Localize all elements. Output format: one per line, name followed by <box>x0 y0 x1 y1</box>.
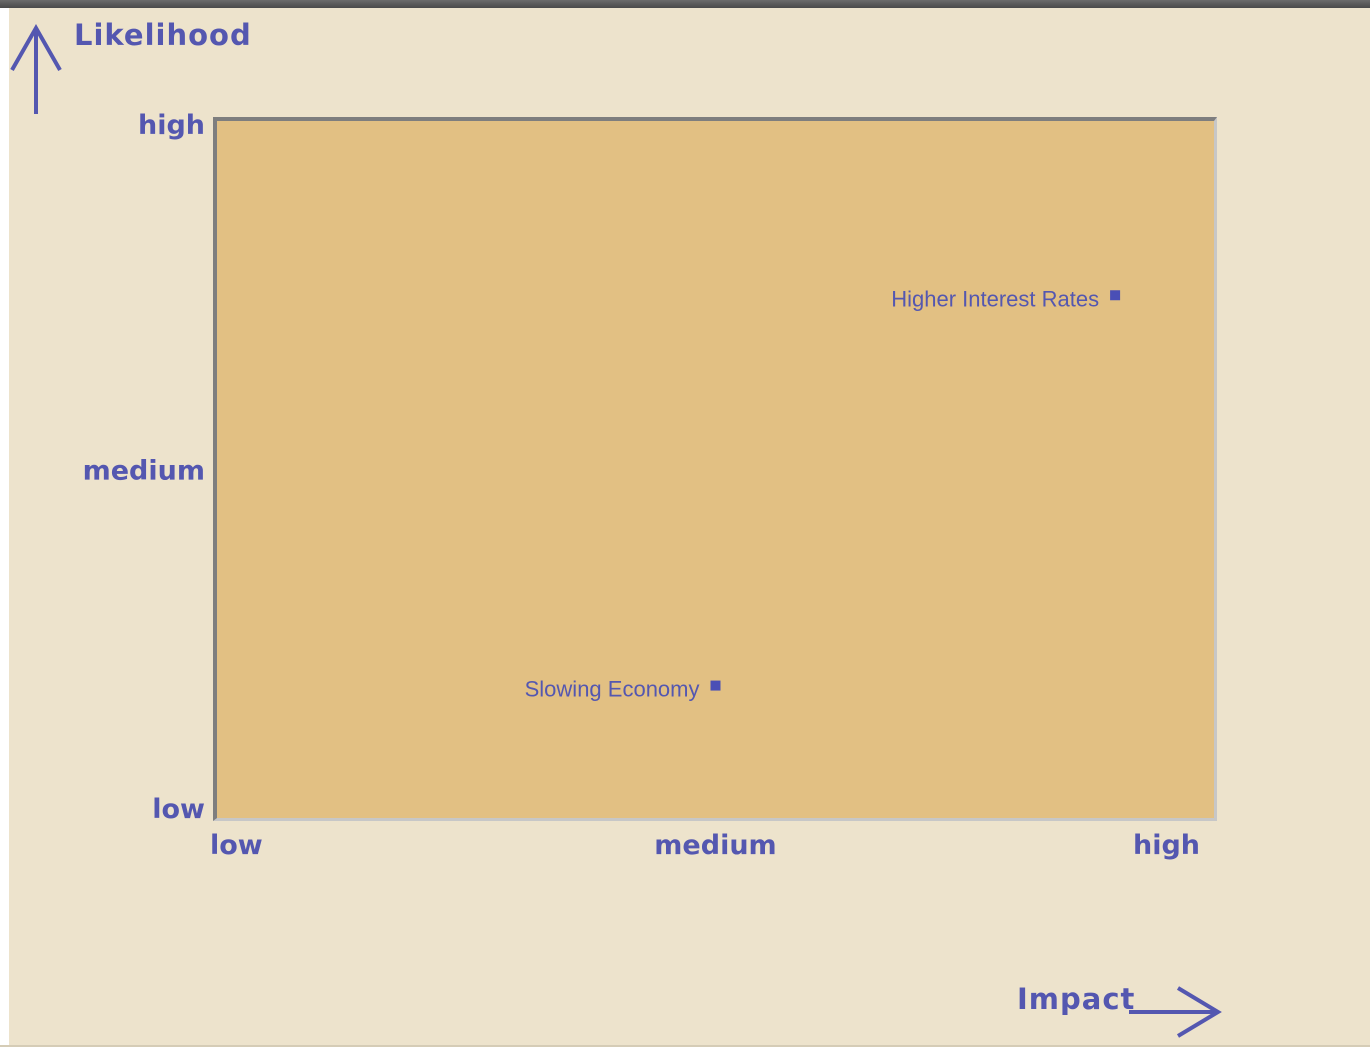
x-tick-label: medium <box>654 830 776 861</box>
bottom-border <box>0 1045 1370 1047</box>
x-tick-labels: low medium high <box>210 830 1200 861</box>
data-points: Higher Interest Rates Slowing Economy <box>525 286 1121 702</box>
y-tick-label: high <box>138 110 205 141</box>
y-axis-title: Likelihood <box>74 18 252 52</box>
y-tick-label: low <box>152 794 205 825</box>
x-axis-title: Impact <box>1017 982 1136 1016</box>
data-point <box>1110 290 1121 301</box>
left-border <box>0 8 9 1047</box>
plot-area <box>213 117 1217 821</box>
window-menu-bar <box>0 0 1370 8</box>
arrow-right-icon <box>1129 986 1222 1038</box>
data-point-label: Slowing Economy <box>525 677 700 702</box>
data-point-label: Higher Interest Rates <box>891 286 1099 311</box>
x-tick-label: low <box>210 830 263 861</box>
y-tick-label: medium <box>83 456 205 487</box>
y-tick-labels: low medium high <box>83 110 205 825</box>
x-tick-label: high <box>1133 830 1200 861</box>
data-point <box>710 680 721 691</box>
arrow-up-icon <box>10 23 62 114</box>
